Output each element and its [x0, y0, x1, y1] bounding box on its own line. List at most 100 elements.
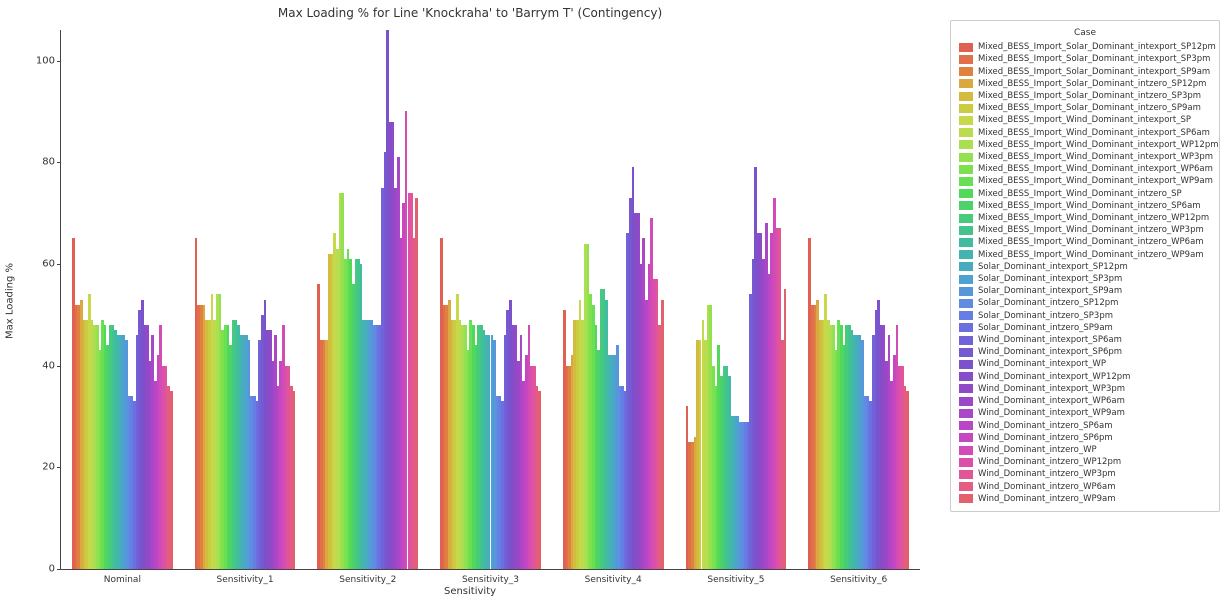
y-tick-mark [57, 467, 61, 468]
legend-label: Solar_Dominant_intexport_SP3pm [978, 273, 1122, 285]
y-tick-label: 100 [21, 55, 55, 66]
legend-swatch [959, 67, 973, 76]
legend-label: Mixed_BESS_Import_Wind_Dominant_intzero_… [978, 212, 1209, 224]
legend-item: Wind_Dominant_intzero_WP3pm [959, 468, 1211, 480]
legend-label: Solar_Dominant_intexport_SP9am [978, 285, 1122, 297]
y-tick-mark [57, 264, 61, 265]
x-tick-label: Sensitivity_3 [462, 575, 519, 585]
legend-swatch [959, 189, 973, 198]
legend-label: Mixed_BESS_Import_Wind_Dominant_intexpor… [978, 127, 1210, 139]
legend-swatch [959, 311, 973, 320]
chart-axes: 020406080100NominalSensitivity_1Sensitiv… [60, 30, 920, 570]
legend-swatch [959, 238, 973, 247]
legend-swatch [959, 262, 973, 271]
legend-swatch [959, 226, 973, 235]
legend-label: Wind_Dominant_intzero_WP12pm [978, 456, 1121, 468]
legend-swatch [959, 165, 973, 174]
legend-label: Wind_Dominant_intexport_WP6am [978, 395, 1125, 407]
legend-swatch [959, 421, 973, 430]
x-axis-label: Sensitivity [444, 586, 496, 597]
legend-item: Mixed_BESS_Import_Wind_Dominant_intzero_… [959, 249, 1211, 261]
y-tick-mark [57, 61, 61, 62]
legend-label: Mixed_BESS_Import_Wind_Dominant_intexpor… [978, 163, 1213, 175]
y-tick-label: 20 [21, 462, 55, 473]
legend-region: Case Mixed_BESS_Import_Solar_Dominant_in… [940, 0, 1231, 601]
legend-label: Mixed_BESS_Import_Solar_Dominant_intzero… [978, 102, 1201, 114]
legend-title: Case [959, 27, 1211, 39]
legend-item: Mixed_BESS_Import_Wind_Dominant_intexpor… [959, 127, 1211, 139]
legend-swatch [959, 177, 973, 186]
legend-item: Mixed_BESS_Import_Wind_Dominant_intexpor… [959, 114, 1211, 126]
legend-label: Wind_Dominant_intzero_WP [978, 444, 1097, 456]
legend-item: Mixed_BESS_Import_Wind_Dominant_intzero_… [959, 212, 1211, 224]
legend-label: Solar_Dominant_intzero_SP12pm [978, 297, 1118, 309]
legend-label: Wind_Dominant_intexport_WP3pm [978, 383, 1125, 395]
legend-swatch [959, 360, 973, 369]
legend-item: Wind_Dominant_intzero_WP [959, 444, 1211, 456]
legend-swatch [959, 104, 973, 113]
legend-swatch [959, 55, 973, 64]
legend-label: Wind_Dominant_intzero_WP9am [978, 493, 1116, 505]
legend-label: Wind_Dominant_intexport_WP9am [978, 407, 1125, 419]
bar [661, 300, 664, 570]
legend-item: Mixed_BESS_Import_Wind_Dominant_intexpor… [959, 175, 1211, 187]
legend-swatch [959, 140, 973, 149]
legend-item: Mixed_BESS_Import_Solar_Dominant_intzero… [959, 78, 1211, 90]
legend-label: Mixed_BESS_Import_Wind_Dominant_intexpor… [978, 151, 1213, 163]
x-tick-label: Sensitivity_5 [707, 575, 764, 585]
legend-item: Wind_Dominant_intzero_WP6am [959, 481, 1211, 493]
legend-swatch [959, 323, 973, 332]
chart-title: Max Loading % for Line 'Knockraha' to 'B… [0, 6, 940, 20]
y-tick-mark [57, 366, 61, 367]
y-tick-label: 0 [21, 564, 55, 575]
legend-label: Mixed_BESS_Import_Solar_Dominant_intexpo… [978, 66, 1210, 78]
legend-swatch [959, 275, 973, 284]
legend-label: Wind_Dominant_intexport_SP6am [978, 334, 1122, 346]
legend-swatch [959, 299, 973, 308]
x-tick-label: Nominal [104, 575, 141, 585]
legend-label: Mixed_BESS_Import_Solar_Dominant_intzero… [978, 90, 1201, 102]
legend-item: Wind_Dominant_intexport_SP6pm [959, 346, 1211, 358]
legend-item: Solar_Dominant_intzero_SP9am [959, 322, 1211, 334]
legend-item: Mixed_BESS_Import_Wind_Dominant_intzero_… [959, 224, 1211, 236]
legend-label: Wind_Dominant_intzero_WP6am [978, 481, 1116, 493]
legend-swatch [959, 92, 973, 101]
legend-item: Wind_Dominant_intzero_WP9am [959, 493, 1211, 505]
legend-item: Wind_Dominant_intexport_WP3pm [959, 383, 1211, 395]
legend-swatch [959, 201, 973, 210]
legend-label: Wind_Dominant_intexport_SP6pm [978, 346, 1122, 358]
legend-item: Solar_Dominant_intzero_SP12pm [959, 297, 1211, 309]
bar [906, 391, 909, 569]
bar [784, 289, 787, 569]
bar [538, 391, 541, 569]
bar [415, 198, 418, 569]
legend-swatch [959, 336, 973, 345]
legend-label: Solar_Dominant_intzero_SP9am [978, 322, 1113, 334]
legend-label: Mixed_BESS_Import_Wind_Dominant_intzero_… [978, 188, 1182, 200]
legend-item: Wind_Dominant_intexport_WP9am [959, 407, 1211, 419]
legend-label: Wind_Dominant_intzero_SP6am [978, 420, 1113, 432]
x-tick-label: Sensitivity_2 [339, 575, 396, 585]
legend-swatch [959, 372, 973, 381]
legend-label: Mixed_BESS_Import_Solar_Dominant_intexpo… [978, 53, 1210, 65]
legend-swatch [959, 287, 973, 296]
legend-swatch [959, 433, 973, 442]
legend-label: Mixed_BESS_Import_Wind_Dominant_intzero_… [978, 249, 1204, 261]
legend-swatch [959, 384, 973, 393]
x-tick-label: Sensitivity_4 [585, 575, 642, 585]
x-tick-label: Sensitivity_1 [217, 575, 274, 585]
legend-item: Solar_Dominant_intzero_SP3pm [959, 310, 1211, 322]
legend-label: Wind_Dominant_intzero_SP6pm [978, 432, 1113, 444]
legend-item: Mixed_BESS_Import_Solar_Dominant_intexpo… [959, 53, 1211, 65]
legend-item: Wind_Dominant_intexport_WP6am [959, 395, 1211, 407]
legend-swatch [959, 79, 973, 88]
legend-label: Mixed_BESS_Import_Wind_Dominant_intexpor… [978, 139, 1219, 151]
legend-item: Solar_Dominant_intexport_SP3pm [959, 273, 1211, 285]
legend-swatch [959, 214, 973, 223]
legend-label: Mixed_BESS_Import_Wind_Dominant_intexpor… [978, 114, 1191, 126]
legend-item: Solar_Dominant_intexport_SP9am [959, 285, 1211, 297]
legend-swatch [959, 348, 973, 357]
legend-swatch [959, 397, 973, 406]
legend-swatch [959, 153, 973, 162]
figure: Max Loading % for Line 'Knockraha' to 'B… [0, 0, 1231, 601]
